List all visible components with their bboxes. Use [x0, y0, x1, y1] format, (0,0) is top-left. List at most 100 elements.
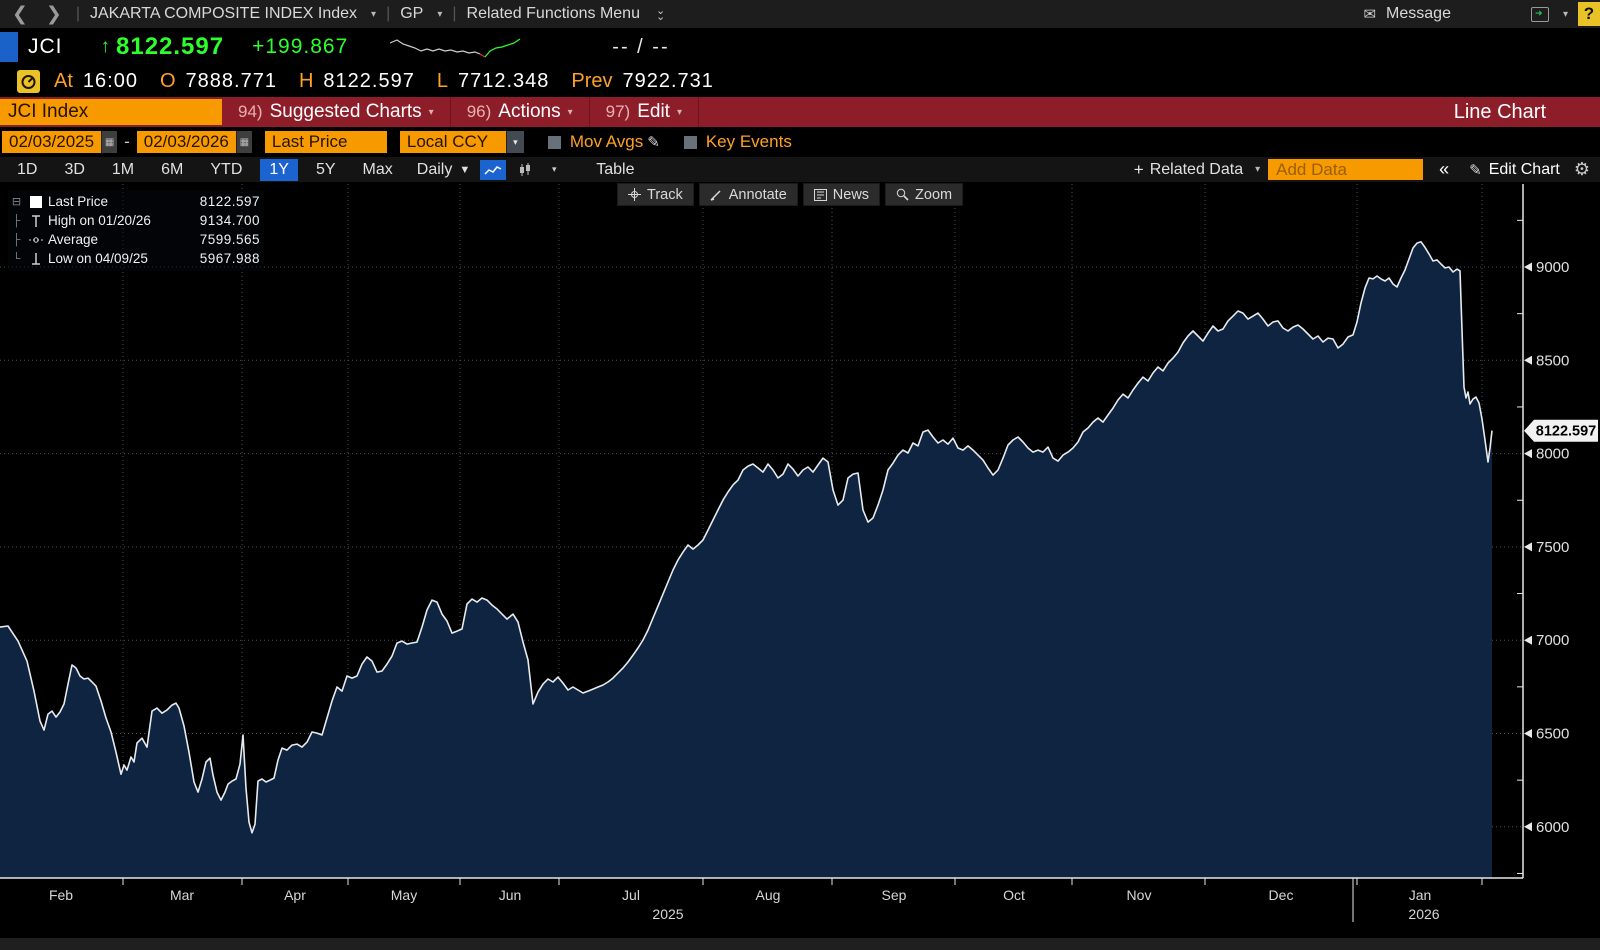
forward-chevron-icon[interactable]: ❯	[45, 3, 62, 25]
x-axis-month-label: Jun	[499, 887, 522, 903]
suggested-charts-menu[interactable]: 94) Suggested Charts ▾	[222, 97, 451, 127]
zoom-button[interactable]: Zoom	[885, 183, 964, 206]
chevron-down-icon: ▾	[676, 106, 682, 118]
period-tab-1d[interactable]: 1D	[17, 160, 38, 178]
prev-value: 7922.731	[622, 70, 714, 92]
period-tab-ytd[interactable]: YTD	[210, 160, 243, 178]
currency-select[interactable]: Local CCY	[399, 131, 506, 153]
chevron-down-icon: ▾	[1562, 8, 1568, 20]
ticker-symbol: JCI	[28, 35, 63, 58]
menu-shortcut-number: 96)	[466, 102, 492, 121]
last-price-callout-label: 8122.597	[1536, 424, 1596, 440]
chart-toolbar-row: 1D 3D 1M 6M YTD 1Y 5Y Max Daily ▼ ▾ Tabl…	[0, 157, 1600, 182]
ohlc-stats-row: At 16:00 O 7888.771 H 8122.597 L 7712.34…	[0, 66, 1600, 97]
chevron-down-icon: ▾	[371, 8, 377, 20]
chevron-down-icon: ▾	[437, 8, 443, 20]
period-tab-5y[interactable]: 5Y	[315, 160, 336, 178]
period-tab-3d[interactable]: 3D	[64, 160, 85, 178]
chart-legend-panel[interactable]: ⊟ Last Price 8122.597 ├ High on 01/20/26…	[8, 190, 264, 271]
key-events-checkbox[interactable]	[683, 135, 697, 149]
related-functions-menu[interactable]: Related Functions Menu	[466, 5, 640, 22]
price-chart-area[interactable]: 9000 8500 8000 7500 7000 6500 6000 Feb Mar Apr May…	[0, 182, 1600, 938]
collapse-tree-icon[interactable]: ⊟	[11, 196, 22, 208]
bottom-strip	[0, 938, 1600, 950]
period-tab-1m[interactable]: 1M	[111, 160, 135, 178]
legend-row-high[interactable]: ├ High on 01/20/26 9134.700	[10, 211, 260, 230]
x-axis-month-label: Dec	[1269, 887, 1294, 903]
y-axis-tick-label: 7500	[1536, 539, 1569, 556]
price-change: +199.867	[252, 35, 349, 58]
line-chart-type-button[interactable]	[480, 159, 507, 180]
date-to-input[interactable]: 02/03/2026	[136, 131, 236, 153]
security-title[interactable]: JAKARTA COMPOSITE INDEX Index	[90, 5, 358, 22]
track-button[interactable]: Track	[617, 183, 694, 206]
edit-menu[interactable]: 97) Edit ▾	[590, 97, 699, 127]
legend-value: 8122.597	[199, 194, 260, 209]
track-label: Track	[647, 186, 683, 203]
high-value: 8122.597	[323, 70, 415, 92]
price-line	[0, 240, 1493, 834]
chart-overlay-buttons: Track Annotate News Zoom	[617, 183, 964, 206]
legend-row-average[interactable]: ├ Average 7599.565	[10, 230, 260, 249]
pencil-icon[interactable]: ✎	[647, 134, 660, 151]
zoom-label: Zoom	[915, 186, 953, 203]
collapse-panel-button[interactable]: «	[1439, 159, 1450, 179]
chevron-down-icon: ▾	[1255, 164, 1261, 175]
news-label: News	[832, 186, 870, 203]
double-chevron-down-icon: ⌄ ⌄	[655, 5, 666, 23]
chevron-down-icon: ▾	[428, 106, 434, 118]
x-axis-month-label: Oct	[1003, 887, 1025, 903]
period-tab-max[interactable]: Max	[362, 160, 393, 178]
series-swatch-icon	[28, 195, 43, 208]
frequency-select[interactable]: Daily ▼	[417, 161, 470, 179]
message-button[interactable]: Message	[1386, 5, 1451, 22]
annotate-button[interactable]: Annotate	[698, 183, 798, 206]
help-button[interactable]: ?	[1578, 2, 1600, 26]
date-from-input[interactable]: 02/03/2025	[2, 131, 102, 153]
key-events-label: Key Events	[705, 132, 792, 151]
period-tab-1y-active[interactable]: 1Y	[260, 158, 298, 181]
period-tab-6m[interactable]: 6M	[161, 160, 184, 178]
add-data-input[interactable]: Add Data	[1268, 159, 1424, 180]
annotate-pencil-icon	[710, 190, 721, 201]
high-label: H	[298, 70, 314, 92]
y-axis-tick-label: 7000	[1536, 632, 1569, 649]
table-button[interactable]: Table	[596, 160, 635, 178]
news-button[interactable]: News	[802, 183, 881, 206]
price-field-select[interactable]: Last Price	[264, 131, 387, 153]
edit-chart-button[interactable]: ✎ Edit Chart	[1457, 161, 1568, 179]
y-axis-tick-label: 6000	[1536, 819, 1569, 836]
related-data-menu[interactable]: Related Data	[1149, 160, 1244, 178]
date-range-separator: -	[124, 132, 130, 151]
legend-value: 7599.565	[199, 232, 260, 247]
calendar-icon[interactable]: ▦	[101, 131, 118, 153]
actions-menu[interactable]: 96) Actions ▾	[451, 97, 590, 127]
context-input[interactable]: JCI Index	[0, 99, 222, 125]
export-window-icon[interactable]	[1530, 6, 1549, 22]
function-code[interactable]: GP	[400, 5, 424, 22]
mov-avgs-checkbox[interactable]	[547, 135, 561, 149]
low-value: 7712.348	[457, 70, 550, 92]
tree-branch-icon: └	[12, 252, 21, 265]
back-chevron-icon[interactable]: ❮	[12, 3, 28, 25]
legend-label: Last Price	[48, 194, 109, 209]
x-axis-month-label: Jul	[622, 887, 640, 903]
chart-type-dropdown-button[interactable]: ▾	[551, 164, 557, 174]
legend-row-low[interactable]: └ Low on 04/09/25 5967.988	[10, 249, 260, 268]
currency-dropdown-button[interactable]: ▾	[505, 131, 524, 153]
legend-row-last-price[interactable]: ⊟ Last Price 8122.597	[10, 192, 260, 211]
legend-label: Low on 04/09/25	[48, 251, 148, 266]
x-axis-month-label: May	[391, 887, 417, 903]
candlestick-chart-type-button[interactable]	[512, 160, 538, 180]
sparkline-segment	[484, 38, 521, 58]
calendar-icon[interactable]: ▦	[235, 131, 252, 153]
gear-icon[interactable]: ⚙	[1573, 159, 1590, 179]
chevron-down-icon: ▾	[567, 106, 573, 118]
y-tick-arrow-icon	[1524, 729, 1532, 738]
y-tick-arrow-icon	[1524, 635, 1532, 645]
pencil-icon: ✎	[1469, 161, 1482, 179]
titlebar: ❮ ❯ | JAKARTA COMPOSITE INDEX Index ▾ | …	[0, 0, 1600, 28]
legend-label: Average	[48, 232, 99, 247]
plus-icon: +	[1133, 159, 1144, 179]
x-axis-month-label: Mar	[170, 887, 194, 903]
